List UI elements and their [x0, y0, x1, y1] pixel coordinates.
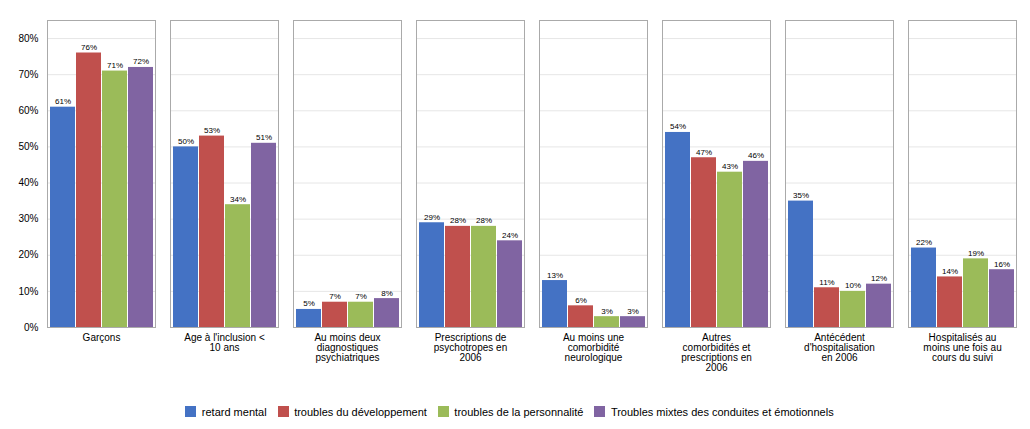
svg-text:3%: 3% [627, 307, 639, 316]
svg-text:40%: 40% [18, 177, 38, 188]
svg-text:60%: 60% [18, 105, 38, 116]
svg-text:19%: 19% [968, 249, 984, 258]
svg-text:24%: 24% [502, 231, 518, 240]
svg-text:16%: 16% [994, 260, 1010, 269]
svg-text:46%: 46% [748, 151, 764, 160]
svg-text:7%: 7% [355, 292, 367, 301]
svg-text:20%: 20% [18, 249, 38, 260]
svg-text:71%: 71% [107, 61, 123, 70]
svg-text:5%: 5% [303, 299, 315, 308]
svg-text:7%: 7% [329, 292, 341, 301]
svg-text:Hospitalisés aumoins une fois: Hospitalisés aumoins une fois aucours du… [923, 332, 1001, 363]
svg-text:28%: 28% [450, 216, 466, 225]
svg-text:54%: 54% [670, 122, 686, 131]
svg-text:47%: 47% [696, 148, 712, 157]
svg-text:43%: 43% [722, 162, 738, 171]
svg-text:10%: 10% [845, 281, 861, 290]
html-text:Troubles mixtes des conduites: Troubles mixtes des conduites et émotion… [610, 405, 834, 418]
svg-text:Antécédentd'hospitalisationen: Antécédentd'hospitalisationen 2006 [804, 332, 875, 363]
svg-text:22%: 22% [916, 238, 932, 247]
svg-text:70%: 70% [18, 69, 38, 80]
svg-text:10%: 10% [18, 286, 38, 297]
svg-text:3%: 3% [601, 307, 613, 316]
svg-text:53%: 53% [204, 126, 220, 135]
svg-text:50%: 50% [18, 141, 38, 152]
svg-text:6%: 6% [575, 296, 587, 305]
svg-text:76%: 76% [81, 43, 97, 52]
html-text:troubles du développement: troubles du développement [294, 405, 427, 418]
svg-text:30%: 30% [18, 213, 38, 224]
svg-text:13%: 13% [547, 271, 563, 280]
svg-text:35%: 35% [793, 191, 809, 200]
svg-text:51%: 51% [256, 133, 272, 142]
svg-text:50%: 50% [178, 137, 194, 146]
svg-text:11%: 11% [819, 278, 834, 287]
svg-text:Prescriptions depsychotropes e: Prescriptions depsychotropes en2006 [434, 332, 507, 363]
svg-text:28%: 28% [476, 216, 492, 225]
svg-text:14%: 14% [942, 267, 958, 276]
svg-text:0%: 0% [24, 322, 39, 333]
svg-text:12%: 12% [871, 274, 887, 283]
svg-text:80%: 80% [18, 33, 38, 44]
svg-text:29%: 29% [424, 213, 440, 222]
svg-text:Garçons: Garçons [83, 332, 121, 343]
svg-text:34%: 34% [230, 195, 246, 204]
svg-text:Age à l'inclusion <10 ans: Age à l'inclusion <10 ans [184, 332, 265, 353]
html-text:troubles de la personnalité: troubles de la personnalité [454, 405, 584, 418]
svg-text:Autrescomorbidités etprescript: Autrescomorbidités etprescriptions en200… [681, 332, 752, 373]
svg-text:8%: 8% [381, 289, 393, 298]
svg-text:61%: 61% [55, 97, 71, 106]
svg-text:Au moins unecomorbiditéneurolo: Au moins unecomorbiditéneurologique [563, 332, 625, 363]
html-text:retard mental: retard mental [201, 405, 267, 418]
svg-text:Au moins deuxdiagnostiquespsyc: Au moins deuxdiagnostiquespsychiatriques [314, 332, 380, 363]
svg-text:72%: 72% [133, 57, 149, 66]
